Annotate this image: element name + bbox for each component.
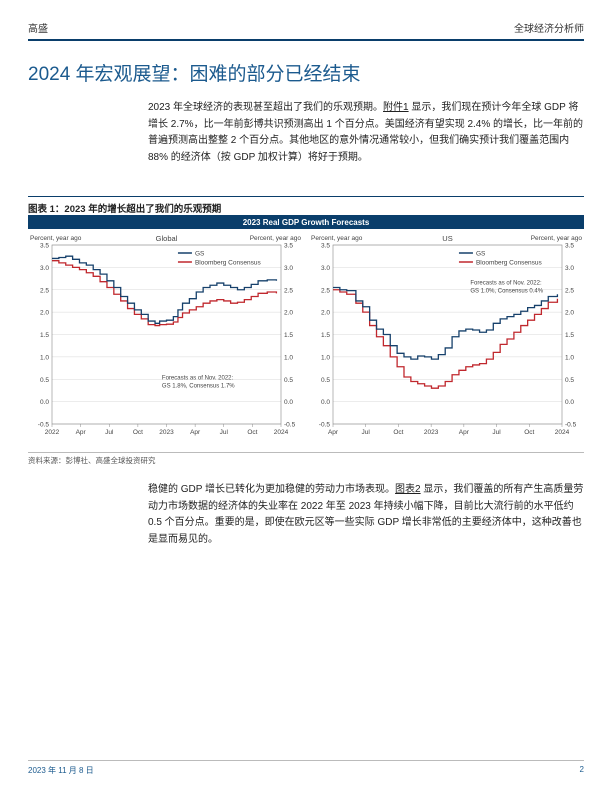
- svg-text:Percent, year ago: Percent, year ago: [311, 235, 363, 242]
- svg-text:Oct: Oct: [524, 429, 534, 436]
- svg-text:1.5: 1.5: [284, 332, 293, 339]
- svg-text:GS: GS: [476, 251, 486, 258]
- svg-text:3.5: 3.5: [321, 243, 330, 250]
- chart-container: 2023 Real GDP Growth Forecasts -0.5 -0.5 0.…: [28, 215, 584, 450]
- svg-text:0.0: 0.0: [321, 399, 330, 406]
- svg-text:Jul: Jul: [362, 429, 371, 436]
- svg-text:Jul: Jul: [105, 429, 114, 436]
- footer-date: 2023 年 11 月 8 日: [28, 765, 94, 776]
- svg-text:3.5: 3.5: [284, 243, 293, 250]
- svg-text:Apr: Apr: [76, 429, 87, 436]
- body-t1: 稳健的 GDP 增长已转化为更加稳健的劳动力市场表现。: [148, 484, 395, 495]
- body-paragraph: 稳健的 GDP 增长已转化为更加稳健的劳动力市场表现。图表2 显示，我们覆盖的所…: [148, 482, 584, 548]
- svg-text:Apr: Apr: [190, 429, 201, 436]
- svg-text:2024: 2024: [555, 429, 570, 436]
- svg-text:-0.5: -0.5: [565, 422, 577, 429]
- svg-text:3.0: 3.0: [565, 265, 574, 272]
- svg-text:3.0: 3.0: [284, 265, 293, 272]
- svg-text:2.5: 2.5: [321, 287, 330, 294]
- svg-text:0.0: 0.0: [565, 399, 574, 406]
- svg-text:1.5: 1.5: [321, 332, 330, 339]
- svg-text:GS: GS: [195, 251, 205, 258]
- svg-text:Oct: Oct: [393, 429, 403, 436]
- chart-source: 资料来源：彭博社、高盛全球投资研究: [28, 452, 584, 466]
- svg-text:2023: 2023: [424, 429, 439, 436]
- svg-text:Bloomberg Consensus: Bloomberg Consensus: [476, 260, 543, 267]
- svg-text:1.0: 1.0: [284, 354, 293, 361]
- page-title: 2024 年宏观展望：困难的部分已经结束: [28, 59, 584, 86]
- intro-link1: 附件1: [383, 102, 409, 113]
- svg-text:0.5: 0.5: [284, 377, 293, 384]
- body-link2: 图表2: [395, 484, 421, 495]
- svg-text:Percent, year ago: Percent, year ago: [250, 235, 302, 242]
- svg-text:0.5: 0.5: [40, 377, 49, 384]
- intro-t1: 2023 年全球经济的表现甚至超出了我们的乐观预期。: [148, 102, 383, 113]
- svg-text:0.0: 0.0: [40, 399, 49, 406]
- svg-text:0.5: 0.5: [565, 377, 574, 384]
- svg-text:Jul: Jul: [492, 429, 501, 436]
- svg-text:2022: 2022: [45, 429, 60, 436]
- svg-text:2.0: 2.0: [40, 310, 49, 317]
- svg-text:-0.5: -0.5: [38, 422, 50, 429]
- footer-page: 2: [580, 765, 584, 776]
- brand-right: 全球经济分析师: [514, 20, 584, 35]
- svg-text:1.0: 1.0: [565, 354, 574, 361]
- svg-text:Apr: Apr: [459, 429, 470, 436]
- svg-text:0.0: 0.0: [284, 399, 293, 406]
- svg-text:2.0: 2.0: [284, 310, 293, 317]
- svg-text:Forecasts as of Nov. 2022:: Forecasts as of Nov. 2022:: [470, 280, 542, 286]
- svg-text:Jul: Jul: [220, 429, 229, 436]
- svg-text:2.5: 2.5: [40, 287, 49, 294]
- svg-text:Oct: Oct: [133, 429, 143, 436]
- svg-text:1.0: 1.0: [40, 354, 49, 361]
- svg-text:2.5: 2.5: [565, 287, 574, 294]
- svg-text:Oct: Oct: [247, 429, 257, 436]
- svg-text:Percent, year ago: Percent, year ago: [30, 235, 82, 242]
- svg-text:Global: Global: [156, 234, 178, 243]
- svg-text:2.0: 2.0: [321, 310, 330, 317]
- svg-text:GS 1.0%, Consensus 0.4%: GS 1.0%, Consensus 0.4%: [470, 288, 543, 294]
- svg-text:1.0: 1.0: [321, 354, 330, 361]
- svg-text:3.5: 3.5: [565, 243, 574, 250]
- svg-text:2024: 2024: [274, 429, 289, 436]
- svg-text:0.5: 0.5: [321, 377, 330, 384]
- svg-text:1.5: 1.5: [40, 332, 49, 339]
- svg-text:2.0: 2.0: [565, 310, 574, 317]
- svg-text:2023: 2023: [159, 429, 174, 436]
- svg-text:2023 Real GDP Growth Forecasts: 2023 Real GDP Growth Forecasts: [243, 218, 370, 227]
- brand-left: 高盛: [28, 20, 48, 35]
- svg-text:3.0: 3.0: [321, 265, 330, 272]
- svg-text:GS 1.8%, Consensus 1.7%: GS 1.8%, Consensus 1.7%: [162, 383, 235, 389]
- svg-text:1.5: 1.5: [565, 332, 574, 339]
- svg-text:-0.5: -0.5: [319, 422, 331, 429]
- svg-text:-0.5: -0.5: [284, 422, 296, 429]
- svg-text:Bloomberg Consensus: Bloomberg Consensus: [195, 260, 262, 267]
- svg-text:US: US: [442, 234, 452, 243]
- chart-svg: 2023 Real GDP Growth Forecasts -0.5 -0.5 0.…: [28, 215, 584, 445]
- svg-text:3.5: 3.5: [40, 243, 49, 250]
- intro-paragraph: 2023 年全球经济的表现甚至超出了我们的乐观预期。附件1 显示，我们现在预计今…: [148, 100, 584, 166]
- svg-text:Apr: Apr: [328, 429, 339, 436]
- svg-text:Percent, year ago: Percent, year ago: [531, 235, 583, 242]
- svg-text:Forecasts as of Nov. 2022:: Forecasts as of Nov. 2022:: [162, 375, 234, 381]
- svg-text:2.5: 2.5: [284, 287, 293, 294]
- chart-caption: 图表 1：2023 年的增长超出了我们的乐观预期: [28, 196, 584, 215]
- svg-text:3.0: 3.0: [40, 265, 49, 272]
